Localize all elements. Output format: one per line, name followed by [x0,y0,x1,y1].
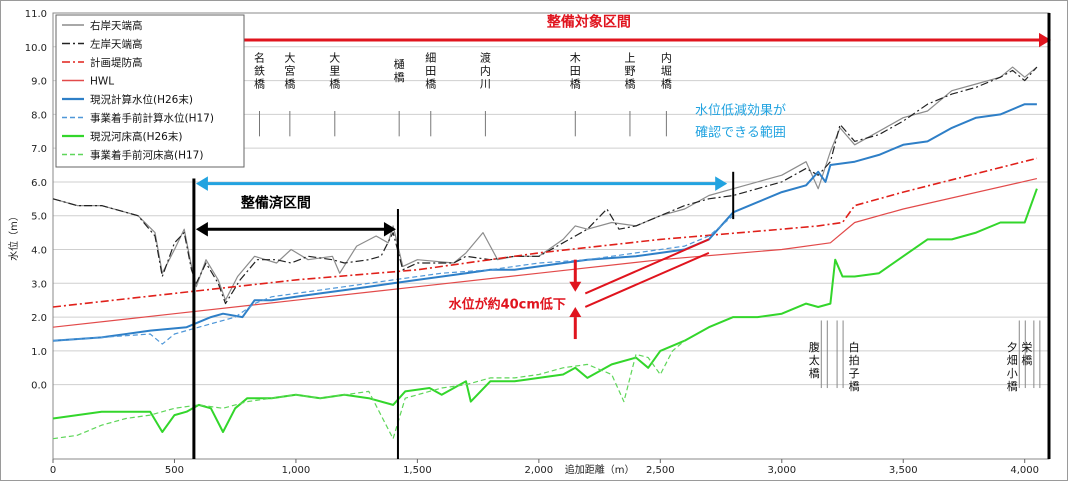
arrowhead [569,281,582,292]
arrowhead [1039,32,1051,48]
y-tick-label: 6.0 [31,178,47,189]
legend-entry: 現況計算水位(H26末) [90,93,193,106]
drop-label: 水位が約40cm低下 [449,297,566,313]
bridge-label: 内堀橋 [661,50,672,90]
arrowhead [569,306,582,317]
series-lines [52,66,1038,440]
series-line [52,340,685,440]
legend-entry: 左岸天端高 [90,38,143,51]
bridge-label: 木田橋 [570,51,581,90]
bridge-label: 腹太橋 [809,340,820,380]
arrowhead [195,222,208,237]
legend-box [55,14,245,168]
y-tick-label: 5.0 [31,212,47,223]
effect-range-label: 確認できる範囲 [695,124,786,140]
drop-pointer-line [584,238,710,295]
x-tick-label: 1,500 [403,465,432,476]
series-line [52,157,1038,308]
bridge-label: 大宮橋 [284,50,295,90]
bridge-label: 名鉄橋 [254,50,265,90]
series-line [52,215,734,345]
y-tick-label: 9.0 [31,77,47,88]
bridge-label: 樋橋 [394,57,405,84]
legend-entry: 事業着手前河床高(H17) [90,149,203,162]
arrowhead [715,176,728,191]
legend-entry: 現況河床高(H26末) [90,130,182,143]
bridge-label: 大里橋 [329,50,340,90]
y-tick-label: 0.0 [31,381,47,392]
legend-entry: HWL [90,76,114,88]
x-tick-label: 2,000 [525,465,554,476]
y-tick-label: 3.0 [31,279,47,290]
x-tick-label: 4,000 [1010,465,1039,476]
series-line [52,188,1038,433]
x-tick-label: 1,000 [282,465,311,476]
x-tick-label: 3,500 [889,465,918,476]
y-tick-label: 4.0 [31,246,47,257]
x-tick-label: 500 [165,465,184,476]
legend-entry: 計画堤防高 [90,56,143,69]
y-tick-label: 11.0 [25,9,47,20]
y-tick-label: 2.0 [31,313,47,324]
maintained-range-label: 整備済区間 [240,194,311,211]
bridge-label: 栄橋 [1021,340,1032,367]
x-axis-label: 追加距離（m） [565,463,635,476]
legend-entry: 事業着手前計算水位(H17) [90,112,214,125]
bridge-label: 夕畑小橋 [1007,341,1018,393]
bridge-label: 細田橋 [425,51,436,90]
drop-pointer-line [584,251,710,308]
x-tick-label: 0 [50,465,56,476]
bridge-label: 渡内川 [480,50,491,90]
arrowhead [195,176,208,191]
y-tick-label: 7.0 [31,144,47,155]
legend-entry: 右岸天端高 [90,19,143,32]
effect-range-label: 水位低減効果が [695,102,786,118]
bridge-label: 白拍子橋 [849,340,860,393]
bridge-label: 上野橋 [624,51,635,90]
y-tick-label: 1.0 [31,347,47,358]
arrowhead [383,222,396,237]
x-tick-label: 3,000 [767,465,796,476]
x-tick-label: 2,500 [646,465,675,476]
y-tick-label: 8.0 [31,110,47,121]
y-axis-label: 水位（m） [7,211,20,261]
target-range-label: 整備対象区間 [546,14,631,31]
y-tick-label: 10.0 [25,43,47,54]
